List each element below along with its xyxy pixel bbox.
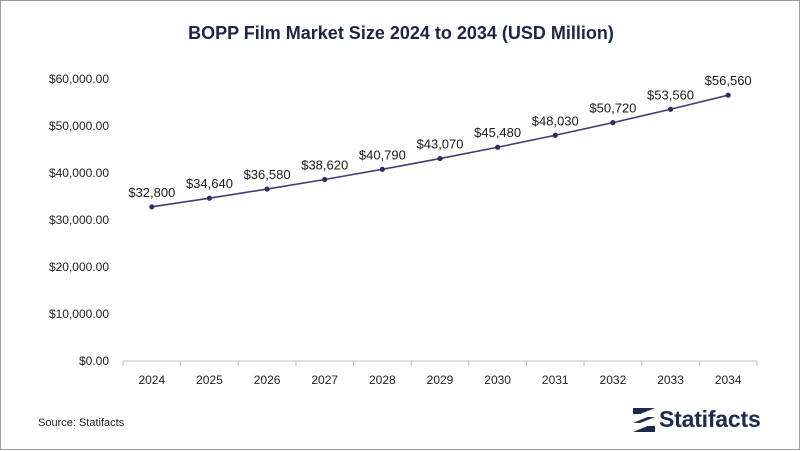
data-point [149, 204, 155, 210]
chart-title: BOPP Film Market Size 2024 to 2034 (USD … [188, 23, 614, 43]
data-point [495, 144, 501, 150]
data-labels: $32,800 $34,640 $36,580 $38,620 $40,790 $43,0… [128, 73, 751, 200]
data-label: $43,070 [417, 137, 464, 152]
data-label: $40,790 [359, 147, 406, 162]
x-tick-label: 2024 [138, 373, 165, 387]
brand-logo: Statifacts [633, 406, 761, 433]
y-tick-label: $10,000.00 [49, 307, 109, 321]
data-point [610, 120, 616, 126]
y-tick-label: $30,000.00 [49, 213, 109, 227]
x-axis: 2024 2025 2026 2027 2028 2029 2030 2031 2032 2033… [122, 360, 758, 387]
data-point [379, 166, 385, 172]
x-tick-label: 2032 [600, 373, 627, 387]
data-label: $50,720 [589, 101, 636, 116]
brand-name: Statifacts [659, 406, 761, 432]
y-tick-label: $0.00 [79, 354, 109, 368]
data-point [667, 106, 674, 112]
data-label: $45,480 [474, 125, 521, 140]
y-tick-label: $20,000.00 [49, 260, 109, 274]
x-tick-label: 2029 [427, 373, 454, 387]
series-line-group [149, 92, 731, 210]
data-label: $48,030 [532, 113, 579, 128]
data-point [322, 176, 328, 183]
x-tick-label: 2025 [196, 373, 223, 387]
data-point [206, 195, 213, 201]
y-tick-label: $40,000.00 [49, 166, 109, 180]
data-point [437, 155, 443, 162]
x-tick-label: 2033 [657, 373, 684, 387]
x-tick-label: 2034 [715, 373, 742, 387]
data-label: $34,640 [186, 176, 233, 191]
data-label: $53,560 [647, 87, 694, 102]
data-point [264, 186, 270, 192]
x-tick-label: 2026 [254, 373, 281, 387]
y-tick-label: $60,000.00 [49, 72, 109, 86]
y-tick-label: $50,000.00 [49, 119, 109, 133]
data-point [725, 92, 731, 98]
data-label: $56,560 [705, 73, 752, 88]
x-tick-label: 2030 [484, 373, 511, 387]
source-note: Source: Statifacts [38, 417, 125, 429]
x-tick-label: 2028 [369, 373, 396, 387]
data-label: $38,620 [301, 157, 348, 172]
data-label: $36,580 [244, 167, 291, 182]
statifacts-logo-icon [633, 407, 655, 432]
y-axis-labels: $0.00 $10,000.00 $20,000.00 $30,000.00 $40,0… [49, 72, 109, 368]
x-tick-label: 2031 [542, 373, 569, 387]
x-tick-label: 2027 [311, 373, 338, 387]
data-label: $32,800 [128, 185, 175, 200]
data-point [552, 132, 558, 138]
